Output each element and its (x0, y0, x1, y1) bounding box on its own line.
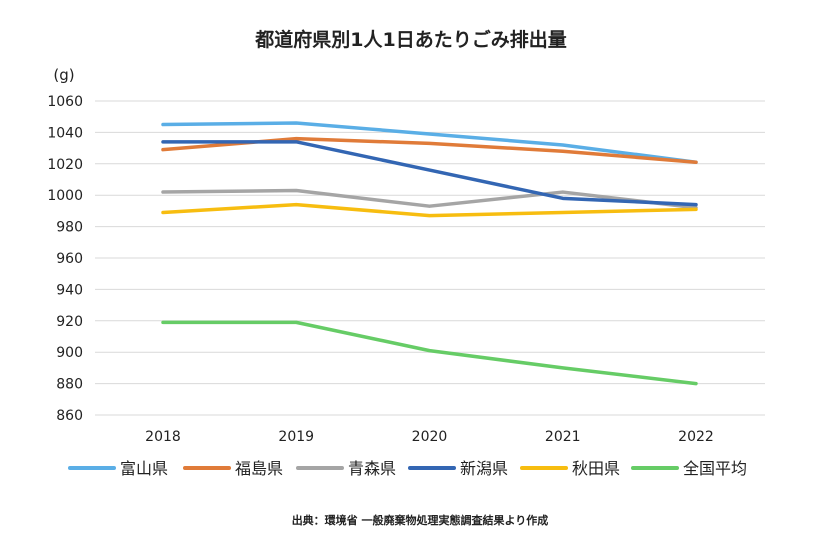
y-tick-label: 880 (56, 377, 83, 393)
y-tick-label: 1060 (47, 94, 83, 110)
series-line-6 (161, 320, 698, 386)
series-line-5 (161, 202, 698, 218)
legend-label: 福島県 (235, 459, 283, 478)
series-lines (161, 121, 698, 386)
chart-title: 都道府県別1人1日あたりごみ排出量 (254, 28, 566, 51)
legend-label: 新潟県 (460, 459, 508, 478)
y-tick-label: 1040 (47, 125, 83, 141)
x-tick-label: 2018 (145, 429, 181, 445)
y-tick-label: 900 (56, 345, 83, 361)
y-tick-label: 960 (56, 251, 83, 267)
y-tick-label: 1000 (47, 188, 83, 204)
legend: 富山県 福島県 青森県 新潟県 秋田県 全国平均 (68, 459, 747, 478)
series-line-1 (161, 121, 698, 164)
series-line-3 (161, 188, 698, 210)
series-line-4 (161, 140, 698, 207)
y-tick-label: 940 (56, 282, 83, 298)
y-axis-unit-label: (g) (53, 66, 74, 84)
y-tick-label: 980 (56, 220, 83, 236)
x-tick-label: 2022 (678, 429, 714, 445)
x-tick-label: 2020 (412, 429, 448, 445)
legend-label: 富山県 (120, 459, 168, 478)
y-tick-label: 860 (56, 408, 83, 424)
y-tick-label: 920 (56, 314, 83, 330)
legend-label: 青森県 (348, 459, 396, 478)
legend-label: 全国平均 (683, 459, 747, 478)
legend-label: 秋田県 (572, 459, 620, 478)
x-tick-label: 2019 (278, 429, 314, 445)
x-tick-label: 2021 (545, 429, 581, 445)
gridlines (95, 100, 765, 416)
x-axis-ticks: 2018 2019 2020 2021 2022 (145, 429, 714, 445)
source-note: 出典：環境省 一般廃棄物処理実態調査結果より作成 (292, 513, 549, 527)
y-axis-ticks: 860 880 900 920 940 960 980 1000 1020 1040 1060 (47, 94, 83, 424)
y-tick-label: 1020 (47, 157, 83, 173)
